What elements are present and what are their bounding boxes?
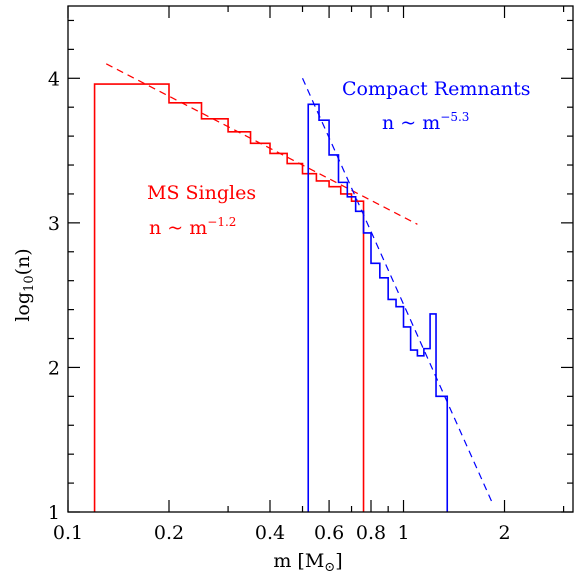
x-axis-label-close: ] [335, 550, 342, 572]
y-tick-label-2: 3 [48, 213, 60, 235]
annotation-compact-title: Compact Remnants [342, 78, 531, 100]
y-axis-label-main: log [12, 292, 34, 322]
annotation-ms-singles: MS Singles n ~ m−1.2 [147, 182, 256, 239]
plot-frame [67, 5, 574, 513]
fit-line-1 [301, 78, 494, 506]
x-axis-label-sub: ⊙ [324, 560, 335, 575]
x-tick-label-5: 1 [397, 522, 409, 544]
fit-lines [105, 63, 494, 506]
ticks [67, 6, 573, 513]
x-axis-label: m [M⊙] [273, 550, 342, 575]
tick-labels: 0.1 0.2 0.4 0.6 0.8 1 2 1 2 3 4 [48, 68, 511, 544]
x-tick-label-1: 0.2 [154, 522, 184, 544]
annotation-ms-fit-text: n ~ m [149, 217, 207, 239]
annotation-ms-fit-exp: −1.2 [207, 215, 236, 229]
x-axis-label-main: m [M [273, 550, 324, 572]
histogram-series-1 [307, 103, 449, 512]
x-tick-label-4: 0.8 [356, 522, 386, 544]
histogram-series-0 [93, 83, 365, 512]
y-axis-label: log10(n) [12, 248, 37, 321]
y-tick-label-1: 2 [48, 357, 60, 379]
x-tick-label-2: 0.4 [255, 522, 285, 544]
y-tick-label-0: 1 [48, 502, 60, 524]
y-axis-label-rest: (n) [12, 248, 34, 275]
annotation-compact-remnants: Compact Remnants n ~ m−5.3 [342, 78, 531, 134]
fit-line-0 [105, 63, 418, 225]
x-tick-label-6: 2 [498, 522, 510, 544]
annotation-compact-fit-exp: −5.3 [440, 110, 469, 124]
annotation-compact-fit: n ~ m−5.3 [382, 110, 469, 134]
x-tick-label-3: 0.6 [314, 522, 344, 544]
annotation-ms-fit: n ~ m−1.2 [149, 215, 236, 239]
y-tick-label-3: 4 [48, 68, 60, 90]
annotation-ms-title: MS Singles [147, 182, 256, 204]
annotation-compact-fit-text: n ~ m [382, 112, 440, 134]
histograms [93, 83, 449, 512]
x-tick-label-0: 0.1 [53, 522, 83, 544]
y-axis-label-sub: 10 [22, 275, 37, 292]
